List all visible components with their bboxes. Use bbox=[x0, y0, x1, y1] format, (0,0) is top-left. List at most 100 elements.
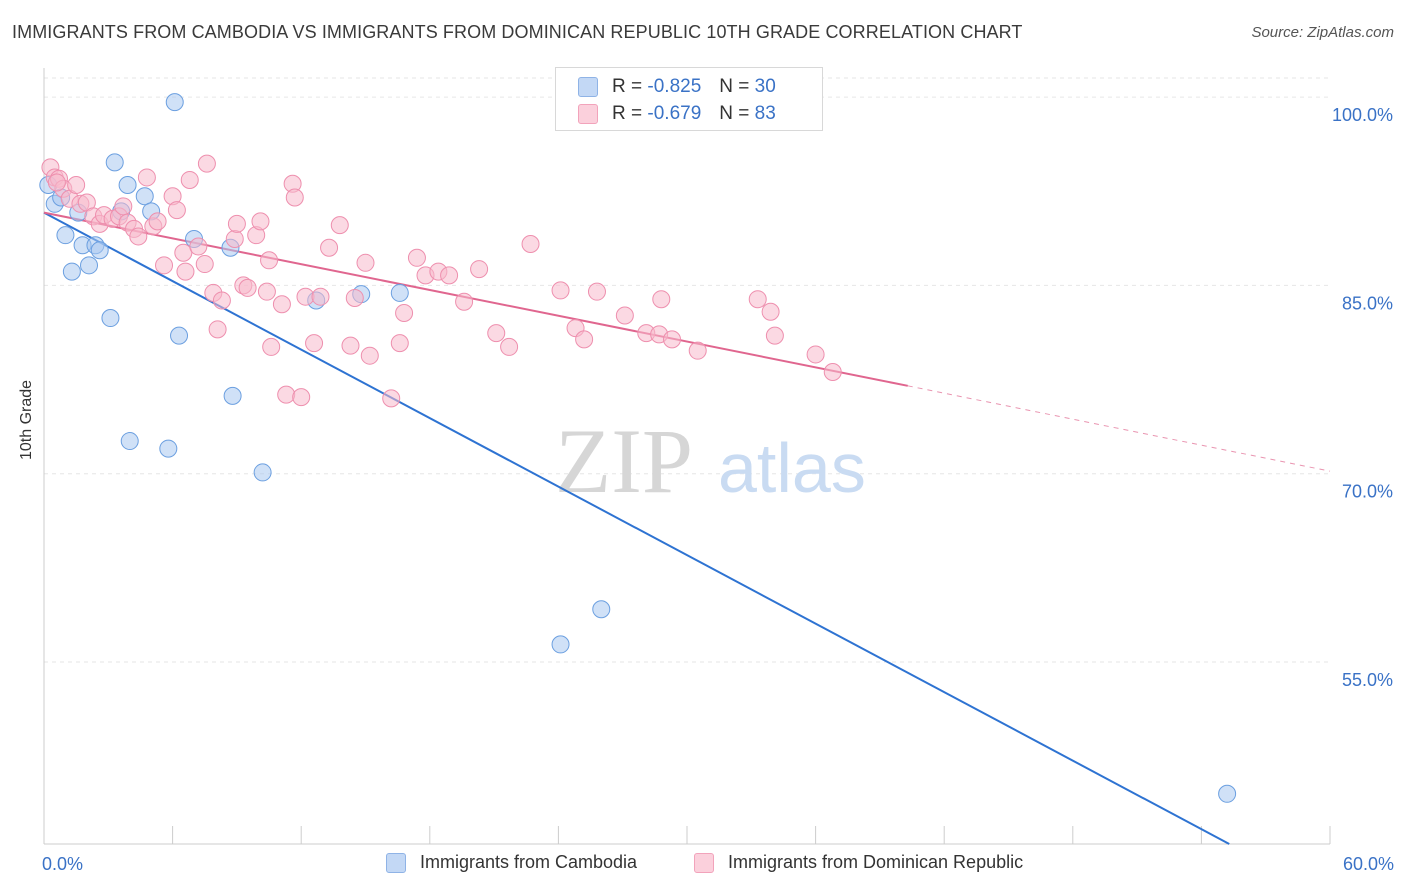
y-tick-label: 55.0% bbox=[1342, 670, 1393, 690]
series-legend: Immigrants from Cambodia Immigrants from… bbox=[0, 852, 1406, 878]
data-point-dominican bbox=[260, 251, 279, 270]
cambodia-swatch bbox=[578, 77, 598, 97]
trend-line-dominican bbox=[43, 211, 908, 387]
data-point-cambodia bbox=[118, 175, 137, 194]
data-point-cambodia bbox=[170, 326, 189, 345]
data-point-dominican bbox=[470, 260, 489, 279]
x-tick-label: 60.0% bbox=[1343, 854, 1394, 874]
data-point-dominican bbox=[277, 385, 296, 404]
trend-line-dominican-extension bbox=[907, 385, 1331, 472]
data-point-dominican bbox=[227, 214, 246, 233]
data-point-dominican bbox=[360, 346, 379, 365]
x-tick-labels: 0.0% 60.0% bbox=[42, 854, 1394, 874]
source-label: Source: ZipAtlas.com bbox=[1251, 24, 1394, 41]
r-label: R = bbox=[612, 76, 643, 97]
data-point-dominican bbox=[806, 345, 825, 364]
data-point-cambodia bbox=[101, 309, 120, 328]
data-point-dominican bbox=[551, 281, 570, 300]
data-point-cambodia bbox=[105, 153, 124, 172]
data-point-dominican bbox=[47, 173, 66, 192]
data-point-dominican bbox=[575, 330, 594, 349]
r-label: R = bbox=[612, 103, 643, 124]
legend-item-cambodia[interactable]: Immigrants from Cambodia bbox=[386, 852, 637, 873]
data-point-dominican bbox=[662, 330, 681, 349]
r-value: -0.679 bbox=[647, 103, 702, 124]
data-point-dominican bbox=[615, 306, 634, 325]
data-point-dominican bbox=[180, 170, 199, 189]
data-point-dominican bbox=[761, 302, 780, 321]
axes bbox=[43, 68, 1331, 845]
n-label: N = bbox=[719, 76, 750, 97]
x-tick-label: 0.0% bbox=[42, 854, 83, 874]
data-point-dominican bbox=[382, 389, 401, 408]
stats-row-cambodia: R = -0.825 N = 30 bbox=[578, 75, 776, 99]
stats-legend: R = -0.825 N = 30 R = -0.679 N = 83 bbox=[555, 67, 823, 131]
data-point-cambodia bbox=[223, 386, 242, 405]
data-point-dominican bbox=[148, 212, 167, 231]
data-point-dominican bbox=[208, 320, 227, 339]
data-point-dominican bbox=[395, 304, 414, 323]
data-point-dominican bbox=[176, 262, 195, 281]
data-point-dominican bbox=[823, 363, 842, 382]
data-point-dominican bbox=[500, 337, 519, 356]
trend-line-cambodia bbox=[43, 211, 1230, 845]
data-point-dominican bbox=[320, 238, 339, 257]
data-point-cambodia bbox=[135, 187, 154, 206]
data-point-dominican bbox=[765, 326, 784, 345]
data-point-dominican bbox=[330, 216, 349, 235]
y-tick-label: 85.0% bbox=[1342, 293, 1393, 313]
dominican-swatch bbox=[578, 104, 598, 124]
data-point-dominican bbox=[174, 243, 193, 262]
y-axis-label: 10th Grade bbox=[18, 379, 35, 460]
data-point-cambodia bbox=[90, 241, 109, 260]
data-point-dominican bbox=[688, 341, 707, 360]
data-point-dominican bbox=[748, 290, 767, 309]
scatter-points bbox=[39, 93, 1237, 803]
data-point-dominican bbox=[311, 287, 330, 306]
legend-item-dominican[interactable]: Immigrants from Dominican Republic bbox=[694, 852, 1023, 873]
data-point-dominican bbox=[390, 334, 409, 353]
watermark-zip: ZIP bbox=[555, 410, 693, 512]
stats-row-dominican: R = -0.679 N = 83 bbox=[578, 102, 776, 126]
data-point-dominican bbox=[345, 288, 364, 307]
trend-lines bbox=[43, 211, 1331, 845]
data-point-cambodia bbox=[159, 439, 178, 458]
dominican-legend-swatch bbox=[694, 852, 714, 873]
data-point-dominican bbox=[225, 229, 244, 248]
data-point-cambodia bbox=[1218, 784, 1237, 803]
watermark-atlas: atlas bbox=[718, 429, 866, 507]
data-point-dominican bbox=[296, 287, 315, 306]
n-label: N = bbox=[719, 103, 750, 124]
data-point-dominican bbox=[652, 290, 671, 309]
data-point-dominican bbox=[114, 197, 133, 216]
chart-title: IMMIGRANTS FROM CAMBODIA VS IMMIGRANTS F… bbox=[12, 22, 1023, 42]
data-point-cambodia bbox=[551, 635, 570, 654]
n-value: 83 bbox=[754, 103, 776, 124]
data-point-cambodia bbox=[80, 256, 99, 275]
data-point-cambodia bbox=[165, 93, 184, 112]
y-tick-labels: 55.0% 70.0% 85.0% 100.0% bbox=[1332, 105, 1393, 690]
data-point-dominican bbox=[167, 201, 186, 220]
data-point-dominican bbox=[67, 175, 86, 194]
data-point-dominican bbox=[521, 234, 540, 253]
data-point-dominican bbox=[251, 212, 270, 231]
r-value: -0.825 bbox=[647, 76, 702, 97]
y-tick-label: 70.0% bbox=[1342, 482, 1393, 502]
data-point-dominican bbox=[455, 292, 474, 311]
watermark: ZIP atlas bbox=[555, 410, 866, 512]
data-point-dominican bbox=[440, 266, 459, 285]
data-point-cambodia bbox=[120, 432, 139, 451]
legend-label-cambodia: Immigrants from Cambodia bbox=[420, 852, 638, 872]
data-point-dominican bbox=[305, 334, 324, 353]
legend-label-dominican: Immigrants from Dominican Republic bbox=[728, 852, 1024, 872]
data-point-dominican bbox=[195, 255, 214, 274]
data-point-dominican bbox=[155, 256, 174, 275]
data-point-dominican bbox=[407, 248, 426, 267]
data-point-cambodia bbox=[390, 283, 409, 302]
data-point-dominican bbox=[487, 324, 506, 343]
data-point-dominican bbox=[212, 291, 231, 310]
data-point-dominican bbox=[356, 253, 375, 272]
data-point-dominican bbox=[137, 168, 156, 187]
data-point-dominican bbox=[292, 388, 311, 407]
